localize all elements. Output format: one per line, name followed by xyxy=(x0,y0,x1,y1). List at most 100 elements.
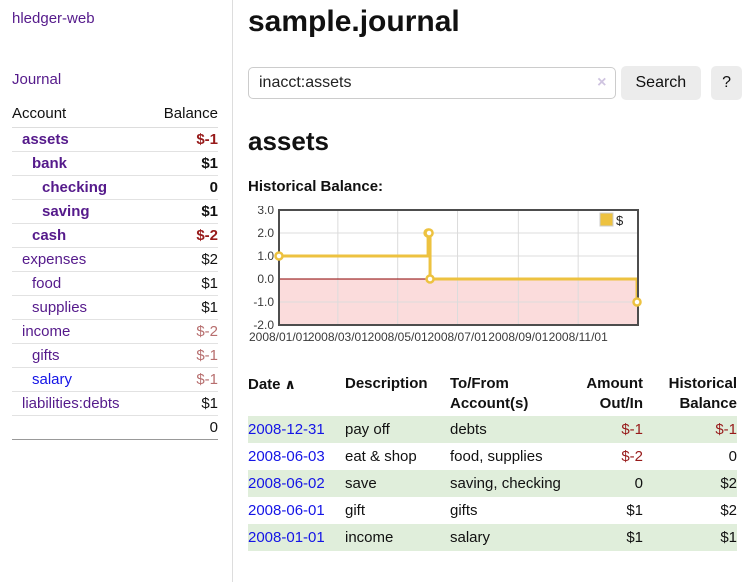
svg-text:2008/03/01: 2008/03/01 xyxy=(308,330,368,344)
balance-column-header-main: Historical Balance xyxy=(643,372,737,416)
account-link[interactable]: cash xyxy=(32,226,67,244)
register-row: 2008-06-03 eat & shop food, supplies $-2 0 xyxy=(248,443,737,470)
account-row: income $-2 xyxy=(12,319,218,344)
date-column-header[interactable]: Date ∧ xyxy=(248,372,345,416)
account-row: supplies $1 xyxy=(12,295,218,320)
account-row: salary $-1 xyxy=(12,367,218,392)
svg-text:0.0: 0.0 xyxy=(257,272,274,286)
balance-column-header: Balance xyxy=(148,102,218,128)
account-link[interactable]: saving xyxy=(42,202,90,220)
account-link[interactable]: checking xyxy=(42,178,108,196)
transaction-balance: $1 xyxy=(720,529,737,546)
transaction-amount: 0 xyxy=(634,475,643,492)
transaction-accounts: food, supplies xyxy=(450,448,543,465)
account-balance: $-2 xyxy=(148,223,218,248)
amount-header-line1: Amount xyxy=(586,375,643,392)
sidebar: hledger-web Journal Account Balance asse… xyxy=(0,0,233,582)
account-link[interactable]: food xyxy=(32,274,62,292)
accounts-column-header: To/From Account(s) xyxy=(450,372,583,416)
accounts-header-line2: Account(s) xyxy=(450,395,529,412)
account-row: cash $-2 xyxy=(12,223,218,248)
chart-canvas: $3.0 2.0 1.0 0.0 -1.0 -2.02008/01/012008/03/0… xyxy=(249,203,642,344)
account-link[interactable]: liabilities:debts xyxy=(22,394,120,412)
page-title: sample.journal xyxy=(248,5,460,38)
register-row: 2008-06-02 save saving, checking 0 $2 xyxy=(248,470,737,497)
transaction-accounts: debts xyxy=(450,421,487,438)
account-link[interactable]: income xyxy=(22,322,71,340)
transaction-description: save xyxy=(345,475,377,492)
account-row: expenses $2 xyxy=(12,247,218,272)
svg-text:3.0: 3.0 xyxy=(257,206,274,217)
search-input[interactable] xyxy=(248,67,616,99)
account-link[interactable]: supplies xyxy=(32,298,88,316)
transaction-date-link[interactable]: 2008-06-03 xyxy=(248,448,325,465)
balance-header-line2: Balance xyxy=(679,395,737,412)
accounts-body: assets $-1 bank $1 checking 0 saving $1 cash $-2 e… xyxy=(12,127,218,440)
main-content: sample.journal × Search ? assets Histori… xyxy=(248,0,742,551)
transaction-description: pay off xyxy=(345,421,390,438)
transaction-amount: $1 xyxy=(626,529,643,546)
account-link[interactable]: assets xyxy=(22,130,69,148)
transaction-description: eat & shop xyxy=(345,448,417,465)
accounts-total-row: 0 xyxy=(12,415,218,440)
balance-chart: $3.0 2.0 1.0 0.0 -1.0 -2.0 2008/01/01 2008/03/0… xyxy=(248,203,742,353)
account-link[interactable]: gifts xyxy=(32,346,60,364)
transaction-date-link[interactable]: 2008-01-01 xyxy=(248,529,325,546)
search-button[interactable]: Search xyxy=(620,66,702,100)
account-balance: $1 xyxy=(148,199,218,224)
account-row: gifts $-1 xyxy=(12,343,218,368)
search-form: × Search ? xyxy=(248,66,742,100)
accounts-total-balance: 0 xyxy=(148,415,218,440)
register-table: Date ∧ Description To/From Account(s) Amo… xyxy=(248,372,737,551)
app-brand-link[interactable]: hledger-web xyxy=(12,10,95,27)
account-row: checking 0 xyxy=(12,175,218,200)
account-balance: $-2 xyxy=(148,319,218,344)
date-header-label: Date xyxy=(248,376,281,393)
transaction-balance: $2 xyxy=(720,502,737,519)
legend-swatch xyxy=(599,212,614,227)
svg-text:1.0: 1.0 xyxy=(257,249,274,263)
account-row: food $1 xyxy=(12,271,218,296)
transaction-amount: $-2 xyxy=(621,448,643,465)
account-balance: $2 xyxy=(148,247,218,272)
svg-text:2008/09/01: 2008/09/01 xyxy=(488,330,548,344)
transaction-date-link[interactable]: 2008-06-02 xyxy=(248,475,325,492)
transaction-accounts: saving, checking xyxy=(450,475,561,492)
transaction-amount: $-1 xyxy=(621,421,643,438)
transaction-date-link[interactable]: 2008-12-31 xyxy=(248,421,325,438)
register-row: 2008-12-31 pay off debts $-1 $-1 xyxy=(248,416,737,443)
legend-label: $ xyxy=(616,213,624,228)
register-row: 2008-01-01 income salary $1 $1 xyxy=(248,524,737,551)
transaction-balance: 0 xyxy=(728,448,737,465)
transaction-date-link[interactable]: 2008-06-01 xyxy=(248,502,325,519)
amount-column-header: Amount Out/In xyxy=(583,372,643,416)
account-balance: 0 xyxy=(148,175,218,200)
transaction-accounts: salary xyxy=(450,529,491,546)
account-balance: $1 xyxy=(148,151,218,176)
search-box: × xyxy=(248,67,616,99)
svg-text:-2.0: -2.0 xyxy=(253,318,274,332)
svg-text:2008/05/01: 2008/05/01 xyxy=(368,330,428,344)
account-column-header: Account xyxy=(12,102,149,128)
svg-text:2008/11/01: 2008/11/01 xyxy=(549,330,608,344)
account-row: saving $1 xyxy=(12,199,218,224)
description-column-header: Description xyxy=(345,375,428,392)
register-row: 2008-06-01 gift gifts $1 $2 xyxy=(248,497,737,524)
account-link[interactable]: salary xyxy=(32,370,73,388)
svg-text:2008/07/01: 2008/07/01 xyxy=(427,330,487,344)
help-button[interactable]: ? xyxy=(711,66,742,100)
balance-header-line1: Historical xyxy=(668,375,737,392)
clear-search-icon[interactable]: × xyxy=(597,74,607,91)
amount-header-line2: Out/In xyxy=(599,395,643,412)
account-balance: $-1 xyxy=(148,343,218,368)
account-balance: $1 xyxy=(148,391,218,416)
account-balance: $-1 xyxy=(148,367,218,392)
transaction-amount: $1 xyxy=(626,502,643,519)
accounts-header-line1: To/From xyxy=(450,375,509,392)
transaction-balance: $2 xyxy=(720,475,737,492)
account-link[interactable]: bank xyxy=(32,154,68,172)
sidebar-item-journal[interactable]: Journal xyxy=(12,71,62,88)
account-link[interactable]: expenses xyxy=(22,250,87,268)
register-body: 2008-12-31 pay off debts $-1 $-1 2008-06-03 ea… xyxy=(248,416,737,551)
